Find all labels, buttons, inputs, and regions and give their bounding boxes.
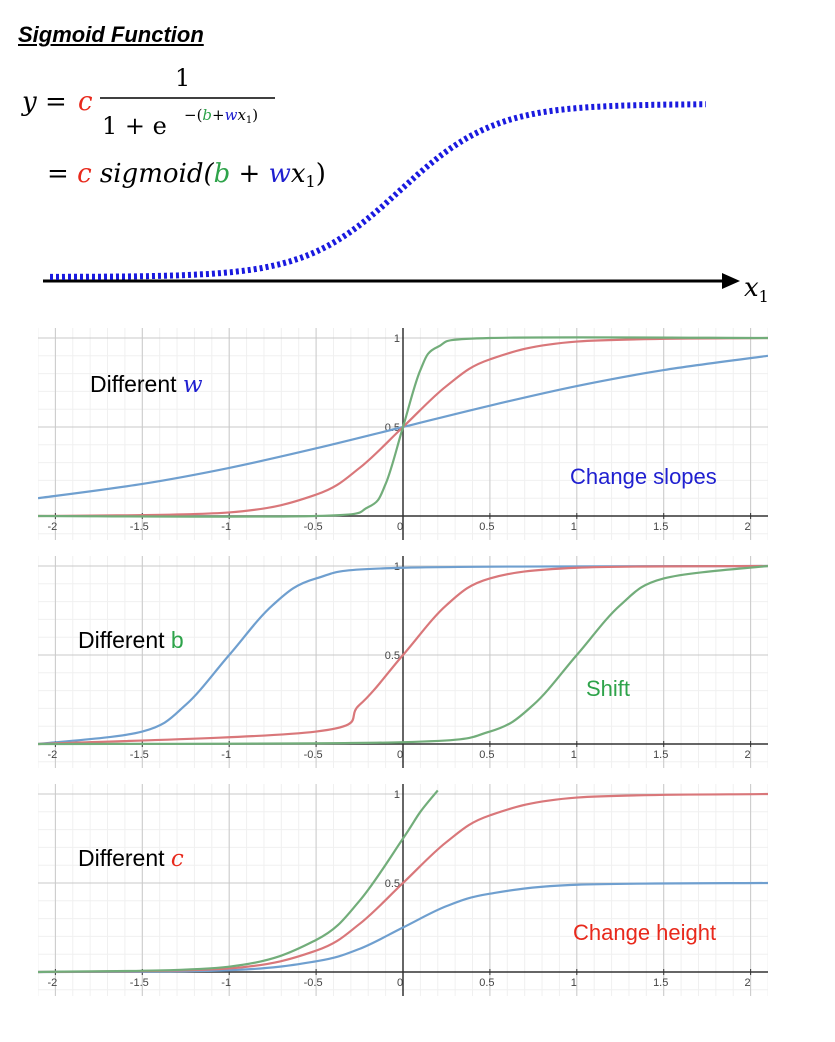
x-tick-label: 1.5: [653, 521, 668, 533]
x-axis-arrow-icon: [722, 273, 740, 289]
x-tick-label: -1: [221, 749, 231, 761]
panel-label: Different c: [78, 845, 184, 872]
x-tick-label: 2: [745, 521, 751, 533]
x-tick-label: -1.5: [130, 749, 149, 761]
formula-line-2: = c sigmoid(b + wx1): [47, 159, 326, 191]
panel-different-b: -2 -1.5 -1 -0.5 0 0.5 1 1.5 2 0.5 1 Different b Shif…: [37, 529, 769, 768]
x-tick-label: -1.5: [130, 521, 149, 533]
page-title: Sigmoid Function: [18, 22, 204, 47]
series-line-1: [38, 881, 768, 974]
series-line-3: [38, 789, 439, 974]
x-tick-label: 0.5: [479, 977, 494, 989]
x-tick-label: 0: [397, 521, 403, 533]
x-tick-label: -1.5: [130, 977, 149, 989]
x-tick-label: 0.5: [479, 749, 494, 761]
x-tick-label: -1: [221, 521, 231, 533]
panel-different-w: -2 -1.5 -1 -0.5 0 0.5 1 1.5 2 0.5 1 Different w Chan…: [37, 301, 769, 540]
x-tick-label: -1: [221, 977, 231, 989]
svg-text:y =: y =: [21, 87, 67, 117]
panel-annotation: Change height: [573, 920, 716, 945]
y-tick-label: 1: [394, 333, 400, 345]
series-line-3: [38, 336, 768, 518]
dotted-sigmoid-curve: [50, 101, 706, 280]
x-tick-label: 0: [397, 749, 403, 761]
y-tick-label: 0.5: [385, 878, 400, 890]
x-tick-label: 2: [745, 749, 751, 761]
chart-different-c: -2 -1.5 -1 -0.5 0 0.5 1 1.5 2 0.5 1 Different c Chan…: [37, 757, 769, 996]
x-tick-label: 1.5: [653, 749, 668, 761]
x-tick-label: -2: [47, 521, 57, 533]
x-tick-label: 1: [571, 749, 577, 761]
x-tick-label: 0: [397, 977, 403, 989]
formula-c: c: [78, 87, 93, 117]
series-line-2: [38, 564, 768, 746]
x-tick-label: -0.5: [304, 977, 323, 989]
x-tick-label: 2: [745, 977, 751, 989]
panel-annotation: Change slopes: [570, 464, 717, 489]
x-tick-label: -2: [47, 977, 57, 989]
formula-numerator: 1: [175, 64, 190, 92]
formula-den-prefix: 1 + e: [102, 112, 167, 140]
panel-different-c: -2 -1.5 -1 -0.5 0 0.5 1 1.5 2 0.5 1 Different c Chan…: [37, 757, 769, 996]
series-line-1: [38, 564, 768, 746]
x-tick-label: -0.5: [304, 521, 323, 533]
y-tick-label: 1: [394, 789, 400, 801]
x-axis-label: x1: [744, 273, 769, 306]
x-tick-label: -2: [47, 749, 57, 761]
series-line-2: [38, 792, 768, 974]
x-tick-label: 1: [571, 977, 577, 989]
formula-exponent: −(b+wx1): [184, 106, 258, 126]
panel-label: Different w: [90, 371, 203, 398]
formula-y-eq: y =: [21, 87, 67, 117]
panel-annotation: Shift: [586, 676, 630, 701]
series-line-3: [38, 564, 768, 746]
x-tick-label: 1: [571, 521, 577, 533]
y-tick-label: 0.5: [385, 650, 400, 662]
sigmoid-schematic: y = c 1 1 + e −(b+wx1) = c sigmoid(b + w…: [21, 64, 769, 306]
x-tick-label: 1.5: [653, 977, 668, 989]
panel-label: Different b: [78, 627, 184, 653]
formula-line-1: y = c 1 1 + e −(b+wx1): [21, 64, 275, 140]
x-tick-label: 0.5: [479, 521, 494, 533]
x-tick-label: -0.5: [304, 749, 323, 761]
